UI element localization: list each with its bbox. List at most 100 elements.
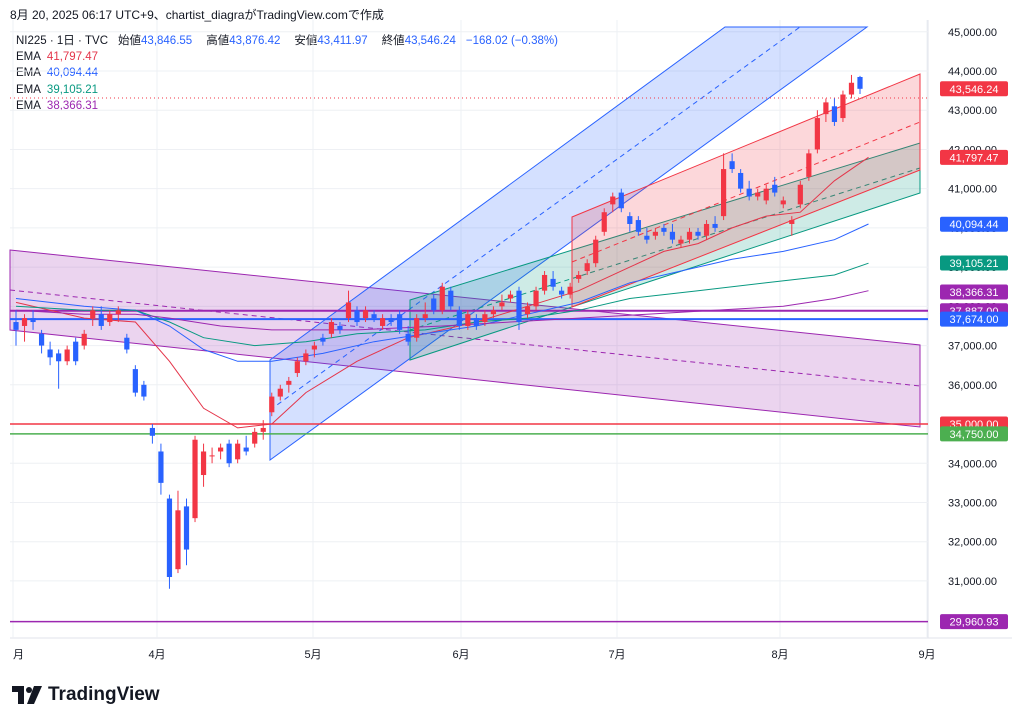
candle-body [149,427,156,436]
candle-body [465,314,471,326]
candle-body [686,231,693,240]
x-tick-label: 6月 [452,649,469,661]
candle-body [541,274,548,291]
candle-body [294,361,300,374]
candle [567,282,573,299]
candle [166,494,173,589]
candle [21,314,28,342]
blue-channel[interactable] [269,26,869,461]
y-tick-label: 45,000.00 [948,27,997,39]
price-tag-bg [940,149,1008,165]
candle-body [448,290,454,307]
candle [644,227,650,244]
candle-body [115,310,121,315]
candle-body [576,274,582,279]
candle-body [47,349,53,358]
drawings [9,26,928,461]
candle-body [277,388,283,397]
candle-body [516,290,522,323]
ema-row-1[interactable]: EMA 41,797.47 [16,49,558,65]
purple-channel[interactable] [9,249,921,428]
candle-body [345,302,352,319]
candle [30,310,36,330]
candle-body [243,447,249,452]
candle [550,271,556,291]
x-tick-label: 月 [13,649,24,661]
candle-body [354,310,360,323]
candle-body [797,184,803,205]
candle [252,427,258,448]
candle [405,325,411,346]
candle-body [107,314,113,323]
time-axis[interactable]: 月 4月 5月 6月 7月 8月 9月 [13,649,936,661]
candle-body [627,216,633,224]
candle-body [13,322,19,330]
green-channel-mid [409,167,921,331]
red-channel[interactable] [571,73,921,308]
ema-label: EMA [16,83,41,96]
price-tag-bg [940,81,1008,97]
candle-body [132,369,138,393]
x-tick-label: 7月 [608,649,625,661]
candle-body [141,384,147,397]
candle-body [746,188,752,197]
ohlc-legend: NI225 · 1日 · TVC 始値43,846.55 高値43,876.42… [16,33,558,114]
candle-body [183,506,190,550]
candle [124,333,130,354]
candle [584,259,590,275]
candle-body [473,318,479,326]
candle [848,74,855,99]
price-tag-text: 40,094.44 [950,219,999,231]
candle [397,310,403,334]
candle [38,329,45,354]
candle [158,443,164,495]
low-label: 安値 [294,35,318,47]
candle-body [550,278,556,287]
candle [678,235,684,248]
candle-body [755,192,761,197]
candle-body [806,153,812,177]
candle-body [831,106,838,122]
price-chart[interactable]: 31,000.0032,000.0033,000.0034,000.0035,0… [0,0,1024,680]
candle [149,424,156,444]
candle-body [328,322,335,334]
candle-body [857,76,863,89]
candle [507,290,514,303]
candle-body [533,290,539,307]
candle [490,306,497,319]
ema-value: 38,366.31 [46,99,99,112]
candle-body [772,184,778,193]
candle-body [661,227,667,232]
candle-body [610,196,616,205]
candle-body [618,192,624,209]
candle-body [712,223,718,228]
candle [81,329,87,350]
candle [516,286,522,330]
candle-body [260,427,266,432]
candle-body [21,318,28,326]
tradingview-logo[interactable]: TradingView [12,684,160,706]
candle [601,208,607,236]
candle [414,314,420,342]
candle [831,98,838,126]
candle [439,282,445,315]
candle-body [499,302,505,307]
candle [857,75,863,95]
candle-body [38,333,45,346]
ema-row-4[interactable]: EMA 38,366.31 [16,98,558,114]
candle [422,302,428,323]
symbol-label[interactable]: NI225 · 1日 · TVC [16,35,109,47]
ema-row-3[interactable]: EMA 39,105.21 [16,82,558,98]
candle [703,220,710,240]
candle-body [209,455,215,457]
candle [243,435,249,456]
ema-row-2[interactable]: EMA 40,094.44 [16,65,558,81]
x-tick-label: 4月 [148,649,165,661]
open-label: 始値 [118,35,142,47]
close-value: 43,546.24 [404,35,456,47]
price-tag: 37,674.00 [940,311,1008,327]
tradingview-logo-icon [12,686,42,704]
candle [47,341,53,366]
ema-value: 40,094.44 [46,67,99,80]
y-tick-label: 41,000.00 [948,184,997,196]
